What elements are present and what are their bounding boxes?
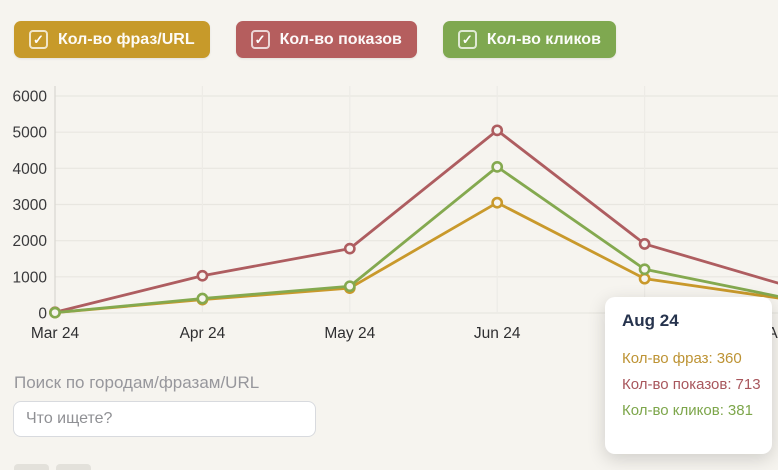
tooltip-item-phrases: Кол-во фраз: 360 (622, 346, 762, 372)
x-axis-tick-label: Apr 24 (180, 325, 226, 342)
data-point[interactable] (491, 196, 504, 209)
y-axis-tick-label: 5000 (13, 125, 48, 142)
line-chart[interactable]: 0 1000 2000 3000 4000 5000 6000 Mar 24 Apr 24 May… (0, 0, 778, 360)
y-axis-tick-label: 3000 (13, 197, 48, 214)
data-point[interactable] (638, 238, 651, 250)
chart-legend: ✓ Кол-во фраз/URL ✓ Кол-во показов ✓ Кол… (14, 21, 616, 58)
data-point[interactable] (638, 263, 651, 276)
checkbox-checked-icon[interactable]: ✓ (457, 30, 477, 49)
data-point[interactable] (343, 280, 356, 293)
y-axis-tick-label: 1000 (13, 269, 48, 286)
x-axis-tick-label: Mar 24 (31, 325, 80, 342)
y-axis-tick-label: 6000 (13, 89, 48, 106)
tooltip-item-value: 713 (735, 376, 761, 393)
legend-toggle-shows-label: Кол-во показов (279, 30, 402, 48)
data-point[interactable] (638, 272, 651, 285)
legend-toggle-phrases[interactable]: ✓ Кол-во фраз/URL (14, 21, 210, 58)
tooltip-item-shows: Кол-во показов: 713 (622, 372, 762, 398)
tooltip-item-label: Кол-во фраз: (622, 350, 713, 367)
tooltip-item-clicks: Кол-во кликов: 381 (622, 398, 762, 424)
y-axis-tick-label: 2000 (13, 233, 48, 250)
tooltip-title: Aug 24 (622, 311, 679, 330)
series-line-2[interactable] (54, 165, 778, 315)
data-point[interactable] (196, 269, 209, 282)
legend-toggle-clicks[interactable]: ✓ Кол-во кликов (442, 21, 616, 58)
chart-tooltip: Aug 24 Кол-во фраз: 360 Кол-во показов: 71… (605, 297, 772, 454)
tooltip-item-label: Кол-во кликов: (622, 402, 724, 419)
checkbox-checked-icon[interactable]: ✓ (250, 30, 270, 49)
y-axis-tick-label: 0 (38, 306, 47, 323)
search-label: Поиск по городам/фразам/URL (14, 373, 260, 392)
x-axis-tick-label: Aug 24 (767, 325, 778, 342)
checkbox-checked-icon[interactable]: ✓ (29, 30, 48, 49)
bottom-button-1[interactable] (14, 464, 49, 470)
legend-toggle-clicks-label: Кол-во кликов (486, 30, 601, 48)
search-input[interactable] (13, 401, 316, 437)
legend-toggle-shows[interactable]: ✓ Кол-во показов (235, 21, 417, 58)
legend-toggle-phrases-label: Кол-во фраз/URL (58, 30, 195, 48)
data-point[interactable] (491, 160, 504, 173)
data-point[interactable] (196, 292, 209, 305)
series-line-1[interactable] (54, 128, 778, 314)
tooltip-item-value: 381 (727, 402, 753, 419)
bottom-button-2[interactable] (56, 464, 91, 470)
tooltip-item-label: Кол-во показов: (622, 376, 732, 393)
y-axis-tick-label: 4000 (13, 161, 48, 178)
x-axis-tick-label: May 24 (324, 325, 375, 342)
data-point[interactable] (491, 124, 504, 137)
tooltip-item-value: 360 (716, 350, 742, 367)
data-point[interactable] (49, 306, 61, 319)
x-axis-tick-label: Jun 24 (474, 325, 521, 342)
data-point[interactable] (343, 242, 356, 255)
